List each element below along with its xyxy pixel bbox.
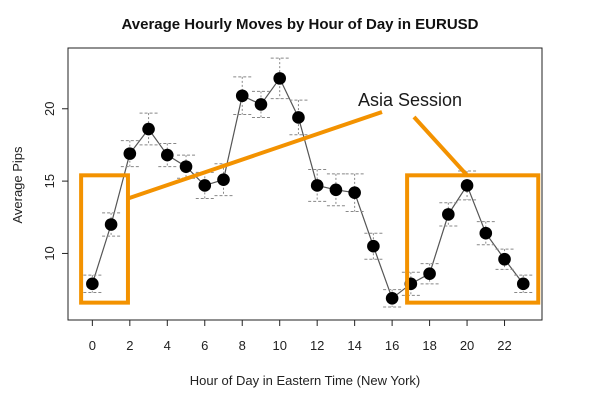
data-point <box>179 160 193 173</box>
x-tick-label: 0 <box>89 338 96 353</box>
error-bar <box>420 263 439 285</box>
error-bar <box>401 271 420 296</box>
x-tick-label: 16 <box>385 338 399 353</box>
data-point <box>442 208 455 221</box>
x-tick-label: 18 <box>422 338 436 353</box>
error-bar <box>439 202 458 227</box>
x-tick-label: 12 <box>310 338 324 353</box>
y-tick-label: 10 <box>42 246 57 260</box>
data-point <box>86 277 99 291</box>
asia-session-highlight <box>79 110 541 305</box>
y-axis-label: Average Pips <box>10 146 25 224</box>
data-point <box>385 291 399 305</box>
error-bar <box>495 248 514 270</box>
error-bar <box>102 212 121 237</box>
x-tick-label: 20 <box>460 338 474 353</box>
data-point <box>254 98 268 111</box>
data-point <box>198 179 212 192</box>
data-point <box>123 147 137 160</box>
data-point <box>310 179 324 192</box>
data-point <box>479 226 493 240</box>
y-tick-label: 20 <box>42 102 57 116</box>
data-point <box>367 239 380 253</box>
data-point <box>329 183 343 197</box>
data-point <box>460 179 474 192</box>
data-point <box>142 122 155 136</box>
data-point <box>104 218 118 231</box>
highlight-box <box>405 173 541 305</box>
data-point <box>273 72 287 85</box>
error-bar <box>158 142 177 168</box>
data-point <box>498 252 511 266</box>
x-tick-label: 10 <box>272 338 286 353</box>
x-tick-label: 22 <box>497 338 511 353</box>
x-axis: 0 2 4 6 8 10 12 14 16 18 20 22 <box>89 320 512 353</box>
y-tick-label: 15 <box>42 174 57 188</box>
x-tick-label: 8 <box>239 338 246 353</box>
highlight-connector <box>127 110 383 201</box>
x-axis-label: Hour of Day in Eastern Time (New York) <box>190 373 420 388</box>
y-axis: 10 15 20 <box>42 102 68 261</box>
error-bar <box>476 221 495 246</box>
plot-frame <box>67 47 543 321</box>
error-bar <box>139 112 158 146</box>
x-tick-label: 6 <box>201 338 208 353</box>
highlight-connector <box>412 115 469 177</box>
data-point <box>292 111 305 124</box>
x-tick-label: 14 <box>347 338 361 353</box>
data-point <box>516 277 530 291</box>
data-point <box>217 173 230 186</box>
data-point <box>423 267 436 281</box>
x-tick-label: 4 <box>164 338 171 353</box>
x-tick-label: 2 <box>126 338 133 353</box>
chart-title: Average Hourly Moves by Hour of Day in E… <box>121 16 478 33</box>
highlight-box <box>79 173 130 305</box>
error-bar <box>345 173 364 212</box>
data-point <box>160 148 174 162</box>
error-bar <box>233 76 252 116</box>
error-bar <box>326 173 345 207</box>
asia-session-label: Asia Session <box>358 90 462 110</box>
error-bar <box>308 169 327 202</box>
data-point <box>235 89 249 103</box>
data-point <box>348 186 361 199</box>
